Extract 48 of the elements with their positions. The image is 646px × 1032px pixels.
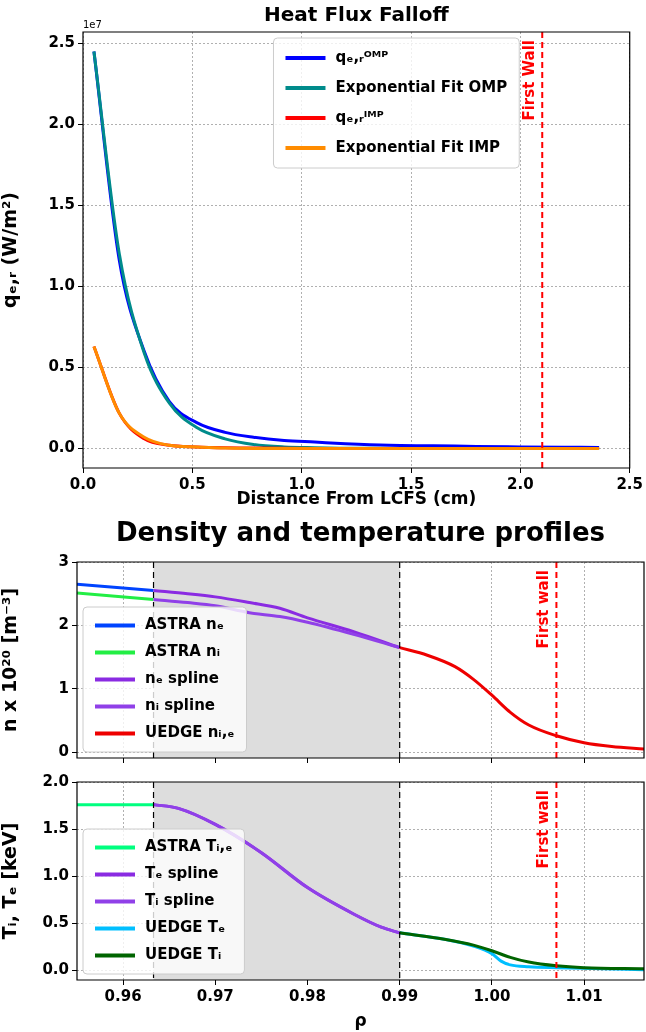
y-tick-label: 3 xyxy=(58,551,69,570)
chart-title: Density and temperature profiles xyxy=(115,516,606,547)
x-axis-title: ρ xyxy=(354,1010,367,1031)
y-axis-title: n x 10²⁰ [m⁻³] xyxy=(0,587,21,733)
y-axis-title: Tᵢ, Tₑ [keV] xyxy=(0,822,21,940)
y-tick-label: 0 xyxy=(58,742,69,761)
legend-label: Exponential Fit IMP xyxy=(335,137,501,156)
y-axis-title: qₑ,ᵣ (W/m²) xyxy=(0,192,21,308)
chart-title: Heat Flux Falloff xyxy=(264,2,450,27)
legend-label: UEDGE Tᵢ xyxy=(145,945,222,964)
legend-label: Exponential Fit OMP xyxy=(335,77,508,96)
ref-line-label: First wall xyxy=(533,790,552,869)
legend-label: qₑ,ᵣᴵᴹᴾ xyxy=(335,107,384,126)
legend-label: ASTRA nₑ xyxy=(145,615,224,634)
y-tick-label: 2.0 xyxy=(48,114,75,133)
x-tick-label: 2.5 xyxy=(616,474,643,493)
y-tick-label: 1.5 xyxy=(48,195,75,214)
legend-label: Tᵢ spline xyxy=(145,891,215,910)
legend-label: UEDGE Tₑ xyxy=(145,918,226,937)
text: 1e7 xyxy=(83,18,102,30)
y-tick-label: 1.0 xyxy=(48,276,75,295)
legend-label: UEDGE nᵢ,ₑ xyxy=(145,723,235,742)
legend-label: ASTRA nᵢ xyxy=(145,642,220,661)
y-tick-label: 0.5 xyxy=(42,913,69,932)
y-tick-label: 2.0 xyxy=(42,771,69,790)
y-tick-label: 1.5 xyxy=(42,819,69,838)
x-tick-label: 0.96 xyxy=(104,986,142,1005)
x-tick-label: 2.0 xyxy=(507,474,534,493)
ref-line-label: First Wall xyxy=(519,40,538,121)
legend-label: ASTRA Tᵢ,ₑ xyxy=(145,837,233,856)
x-tick-label: 1.00 xyxy=(473,986,511,1005)
legend-label: nₑ spline xyxy=(145,669,219,688)
y-tick-label: 1.0 xyxy=(42,866,69,885)
ref-line-label: First wall xyxy=(533,570,552,649)
y-tick-label: 0.0 xyxy=(42,960,69,979)
x-tick-label: 1.01 xyxy=(565,986,603,1005)
y-tick-label: 2 xyxy=(58,615,69,634)
legend-label: qₑ,ᵣᴼᴹᴾ xyxy=(335,47,389,66)
x-tick-label: 0.5 xyxy=(179,474,206,493)
x-tick-label: 0.99 xyxy=(381,986,419,1005)
y-tick-label: 2.5 xyxy=(48,33,75,52)
legend-label: Tₑ spline xyxy=(145,864,219,883)
y-tick-label: 1 xyxy=(58,678,69,697)
y-tick-label: 0.0 xyxy=(48,438,75,457)
x-tick-label: 0.97 xyxy=(196,986,234,1005)
x-tick-label: 0.98 xyxy=(288,986,326,1005)
y-tick-label: 0.5 xyxy=(48,357,75,376)
legend-label: nᵢ spline xyxy=(145,696,215,715)
